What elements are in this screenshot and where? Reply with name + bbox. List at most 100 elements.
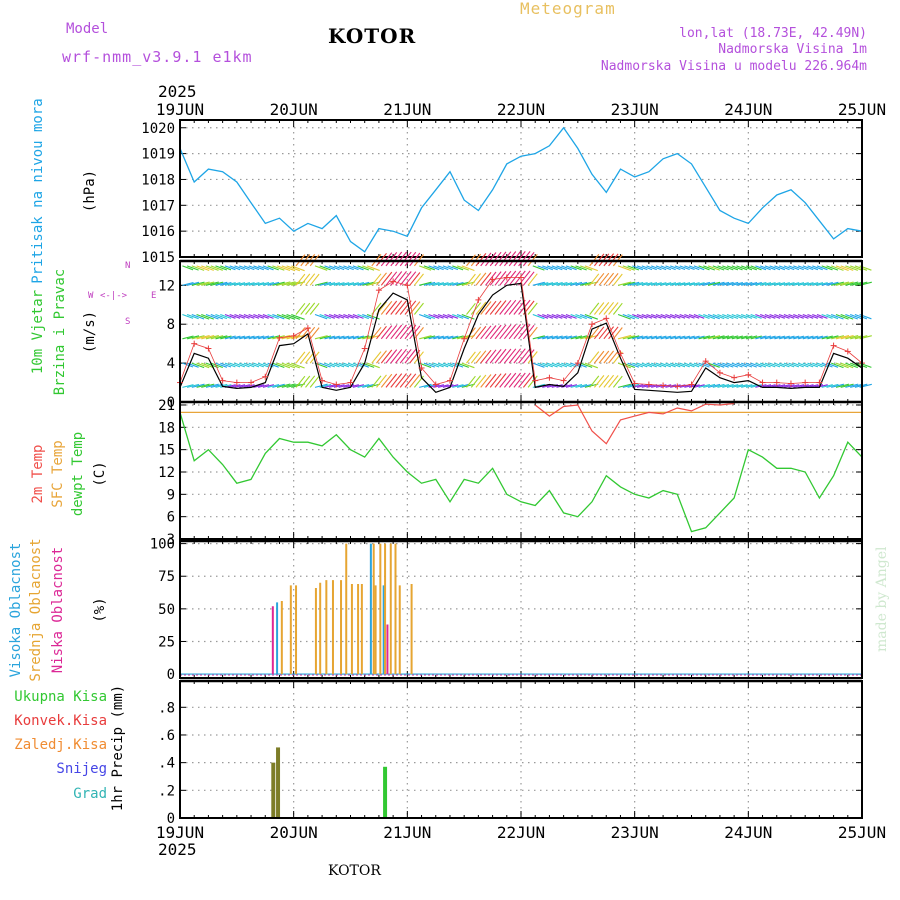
wind-barb <box>362 265 375 271</box>
wind-barb <box>399 251 412 267</box>
wind-barb <box>807 265 819 271</box>
wind-barb <box>674 265 686 271</box>
wind-barb <box>731 281 744 286</box>
wind-barb <box>229 362 241 368</box>
wind-title-2: Brzina i Pravac <box>52 269 68 395</box>
wind-barb <box>788 265 800 271</box>
cloud-ylabel: Visoka Oblacnost Srednja Oblacnost Niska… <box>8 538 108 681</box>
wind-barb <box>707 265 720 271</box>
wind-barb <box>489 373 502 388</box>
wind-barb <box>807 313 819 319</box>
wind-barb <box>291 313 305 320</box>
wind-barb <box>413 351 424 364</box>
wind-barb <box>688 282 700 286</box>
wind-barb <box>362 281 375 286</box>
wind-barb <box>788 362 800 368</box>
wind-barb <box>793 282 805 286</box>
wind-barb <box>778 384 790 388</box>
wind-barb <box>357 313 369 320</box>
wind-barb <box>750 281 762 286</box>
year-bottom: 2025 <box>158 840 197 859</box>
wind-barb <box>840 362 854 369</box>
pressure-ytick-label: 1015 <box>141 250 175 266</box>
wind-barb <box>584 265 598 272</box>
wind-barb <box>437 335 449 340</box>
wind-barb <box>850 335 863 340</box>
wind-barb <box>745 313 757 319</box>
wind-barb <box>655 313 667 319</box>
wind-barb <box>527 302 538 315</box>
wind-barb <box>793 335 805 340</box>
precip-bar <box>271 762 276 818</box>
wind-barb <box>731 313 743 319</box>
wind-barb <box>826 362 839 368</box>
wind-barb <box>442 282 454 286</box>
wind-barb <box>309 302 320 315</box>
wind-barb <box>580 313 593 320</box>
wind-barb <box>546 335 559 340</box>
pressure-panel: 1015 1016 1017 1018 1019 1020 <box>141 119 863 266</box>
wind-barb <box>665 265 676 271</box>
wind-barb <box>371 326 382 340</box>
cloud-unit: (%) <box>92 597 108 622</box>
wind-barb <box>499 299 512 315</box>
wind-barb <box>419 281 432 286</box>
wind-barb <box>755 313 767 319</box>
wind-barb <box>703 281 716 286</box>
wind-barb <box>399 348 412 364</box>
wind-barb <box>385 373 398 388</box>
wind-barb <box>570 383 583 388</box>
wind-barb <box>376 325 387 340</box>
wind-barb <box>333 335 345 340</box>
wind-barb <box>612 375 623 388</box>
wind-barb <box>182 281 194 286</box>
wind-barb <box>570 281 583 286</box>
wind-barb <box>688 362 700 368</box>
wind-barb <box>224 313 236 319</box>
dir-arrows: <-|-> <box>100 291 128 301</box>
wind-barb <box>456 281 470 286</box>
wind-barb <box>470 302 482 315</box>
wind-barb <box>632 281 644 286</box>
wind-barb <box>688 265 700 271</box>
wind-barb <box>722 362 734 368</box>
wind-barb <box>598 326 610 340</box>
coords-text: lon,lat (18.73E, 42.49N) <box>679 26 867 41</box>
wind-barb <box>831 313 844 320</box>
wind-barb <box>821 265 833 271</box>
wind-barb <box>821 362 833 368</box>
wind-barb <box>542 265 553 271</box>
wind-barb <box>475 301 487 315</box>
wind-barb <box>726 281 739 286</box>
wind-barb <box>437 282 449 286</box>
wind-barb <box>314 313 328 320</box>
wind-barb <box>281 362 296 369</box>
wind-barb <box>565 265 577 271</box>
wind-barb <box>452 265 464 271</box>
wind-barb <box>456 335 470 340</box>
wind-barb <box>617 265 631 272</box>
wind-barb <box>551 265 563 271</box>
wind-barb <box>755 265 767 271</box>
wind-barb <box>272 281 285 286</box>
wind-barb <box>693 313 705 319</box>
wind-barb <box>532 265 545 271</box>
wind-barb <box>409 252 421 267</box>
wind-barb <box>338 313 350 319</box>
wind-barb <box>632 313 644 319</box>
wind-barb <box>201 265 214 271</box>
wind-barb <box>343 362 354 368</box>
wind-barb <box>717 281 730 286</box>
wind-barb <box>395 348 407 364</box>
wind-barb <box>508 270 522 286</box>
wind-barb <box>651 265 662 271</box>
wind-barb <box>617 334 632 340</box>
wind-barb <box>608 302 619 315</box>
wind-barb <box>745 384 758 388</box>
wind-barb <box>186 383 200 388</box>
wind-barb <box>205 265 219 271</box>
wind-barb <box>726 362 739 368</box>
wind-barb <box>442 384 454 388</box>
wind-barb <box>546 362 558 368</box>
wind-barb <box>470 350 482 364</box>
